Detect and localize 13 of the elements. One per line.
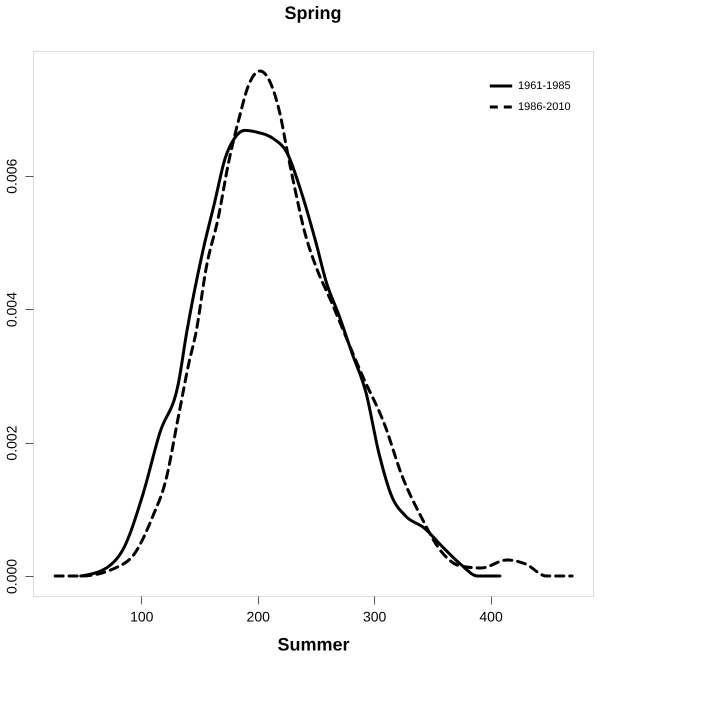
y-tick-label: 0.002 [4, 425, 20, 461]
x-tick-label: 100 [130, 608, 154, 624]
y-tick-label: 0.006 [4, 158, 20, 194]
x-tick-label: 300 [362, 608, 387, 624]
line-series [54, 70, 574, 578]
legend-label: 1986-2010 [518, 101, 571, 113]
x-axis-title: Summer [277, 634, 350, 654]
y-tick-label: 0.004 [4, 292, 20, 328]
chart-title: Spring [284, 3, 342, 23]
legend-label: 1961-1985 [518, 80, 571, 92]
y-tick-label: 0.000 [4, 558, 20, 594]
x-tick-label: 200 [246, 608, 270, 624]
x-tick-label: 400 [479, 608, 503, 624]
